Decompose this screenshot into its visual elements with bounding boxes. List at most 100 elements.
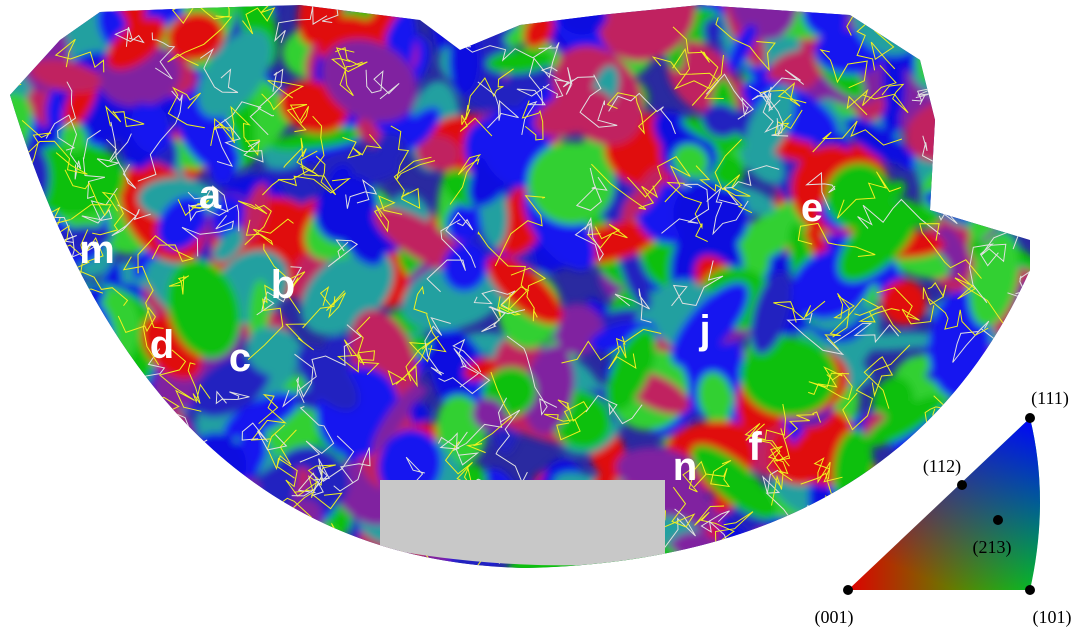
grain-patch: [70, 529, 128, 568]
grain-boundary: [168, 275, 189, 295]
grain-patch: [745, 85, 795, 162]
grain-boundary: [521, 100, 544, 141]
grain-boundary: [473, 289, 516, 313]
grain-boundary: [585, 394, 643, 425]
legend-label: (213): [973, 537, 1012, 558]
grain-boundary: [294, 464, 336, 493]
grain-boundary: [198, 475, 231, 523]
grain-boundary: [210, 117, 236, 146]
grain-boundary: [579, 74, 618, 128]
grain-boundary: [805, 171, 836, 211]
grain-boundary: [452, 338, 482, 388]
grain-patch: [120, 484, 207, 544]
grain-patch: [10, 383, 80, 465]
grain-boundary: [495, 409, 528, 484]
grain-patch: [523, 345, 575, 435]
grain-patch: [43, 496, 79, 524]
ipf-legend: (111) (112) (213) (001) (101): [815, 388, 1072, 628]
grain-patch: [442, 242, 488, 292]
grain-boundary: [857, 198, 941, 235]
grain-boundary: [151, 32, 176, 80]
grain-boundary: [0, 87, 9, 108]
grain-boundary: [10, 508, 22, 568]
grain-boundary: [187, 185, 229, 213]
grain-patch: [916, 5, 966, 59]
grain-boundary: [250, 393, 287, 441]
grain-boundary: [63, 559, 143, 568]
grain-patch: [223, 391, 301, 439]
grain-boundary: [1016, 5, 1030, 23]
grain-boundary: [365, 69, 400, 100]
grain-boundary: [467, 68, 514, 111]
grain-boundary: [145, 467, 172, 568]
grain-boundary: [335, 47, 363, 97]
grain-boundary: [671, 260, 724, 307]
grain-patch: [102, 516, 150, 568]
grain-boundary: [719, 546, 781, 568]
grain-boundary: [283, 137, 317, 175]
grain-patch: [1015, 280, 1030, 376]
grain-patch: [933, 5, 990, 54]
grain-boundary: [256, 266, 303, 316]
grain-patch: [793, 510, 866, 568]
grain-boundary: [92, 191, 124, 236]
grain-patch: [838, 198, 919, 282]
grain-boundary: [858, 305, 902, 334]
grain-boundary: [715, 17, 776, 72]
grain-patch: [598, 5, 696, 62]
grain-patch: [47, 430, 114, 496]
grain-boundary: [45, 114, 82, 180]
region-label: j: [698, 308, 710, 352]
grain-boundary: [327, 239, 359, 267]
legend-point: [957, 480, 967, 490]
grain-patch: [644, 553, 687, 568]
grain-patch: [934, 173, 1004, 212]
grain-boundary: [506, 335, 558, 416]
grain-patch: [371, 385, 419, 452]
grain-patch: [167, 259, 241, 359]
grain-boundary: [11, 373, 47, 403]
grain-boundary: [39, 343, 83, 375]
grain-patch: [297, 5, 347, 46]
grain-patch: [197, 29, 272, 118]
grain-boundary: [832, 292, 855, 338]
grain-boundary: [444, 441, 480, 498]
grain-boundary: [342, 133, 383, 159]
grain-patch: [44, 397, 90, 443]
grain-boundary: [608, 92, 676, 135]
grain-patch: [31, 532, 71, 568]
grain-patch: [449, 27, 481, 96]
region-label: c: [229, 336, 251, 380]
grain-boundary: [267, 424, 297, 471]
grain-patch: [228, 521, 306, 568]
grain-patch: [324, 180, 385, 266]
grain-boundary: [177, 199, 210, 217]
grain-patch: [845, 117, 910, 165]
grain-patch: [10, 344, 15, 420]
grain-patch: [702, 103, 740, 138]
grain-boundary: [614, 288, 652, 323]
grain-boundary: [82, 129, 106, 199]
legend-label: (111): [1031, 388, 1069, 409]
legend-label: (101): [1033, 607, 1072, 628]
grain-boundary: [561, 336, 627, 364]
grain-boundary: [960, 5, 1028, 21]
grain-boundary: [969, 243, 999, 304]
grain-boundary: [812, 120, 903, 153]
grain-boundary: [973, 5, 1009, 41]
grain-boundary: [169, 505, 238, 538]
grain-boundary: [846, 8, 876, 71]
grain-patch: [373, 207, 468, 272]
grain-boundary: [142, 443, 188, 495]
grain-patch: [924, 25, 982, 79]
grain-boundary: [694, 505, 738, 542]
grain-patch: [44, 260, 76, 366]
grain-boundary: [705, 73, 754, 120]
grain-patch: [10, 254, 44, 330]
grain-patch: [1009, 28, 1030, 99]
grain-boundary: [706, 186, 749, 236]
grain-patch: [58, 473, 99, 549]
grain-boundary: [876, 287, 935, 325]
grain-patch: [992, 72, 1030, 127]
grain-patch: [108, 505, 137, 532]
